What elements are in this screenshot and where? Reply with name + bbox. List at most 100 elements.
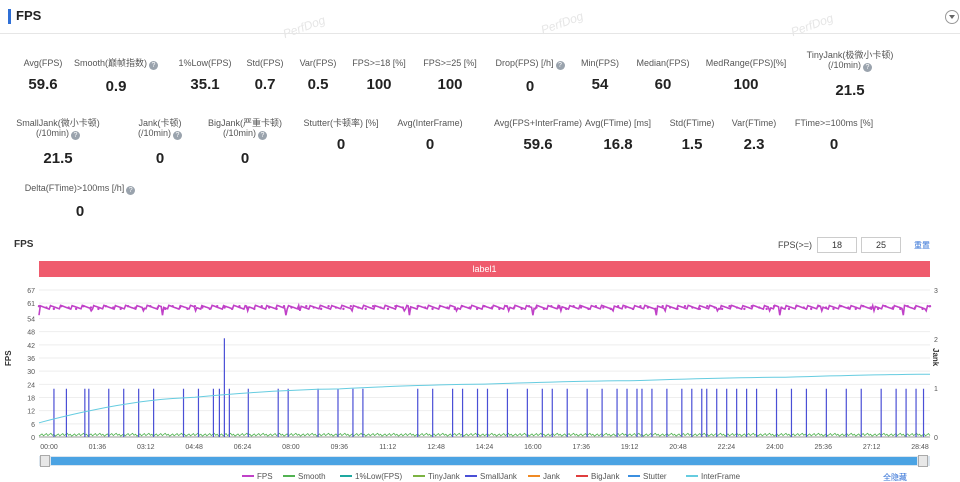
help-icon[interactable]: ? <box>173 131 182 140</box>
series-fps-point <box>253 307 256 311</box>
legend-label: Stutter <box>643 472 667 481</box>
series-fps-point <box>453 307 456 311</box>
series-fps-point <box>631 307 635 311</box>
metric-label-text: Min(FPS) <box>581 58 619 68</box>
legend-item[interactable]: SmallJank <box>465 472 517 481</box>
metric-label-text: TinyJank(极微小卡顿) <box>806 50 894 60</box>
legend-item[interactable]: TinyJank <box>413 472 460 481</box>
x-tick-label: 25:36 <box>814 444 832 451</box>
metric-item: Stutter(卡顿率) [%] 0 <box>271 118 411 153</box>
fps-threshold-input-2[interactable]: 25 <box>861 237 901 253</box>
series-fps-point <box>854 307 857 311</box>
section-accent-bar <box>8 9 11 24</box>
series-fps-point <box>45 306 48 309</box>
series-fps-point <box>134 306 137 309</box>
series-fps-point <box>869 306 872 309</box>
help-icon[interactable]: ? <box>555 61 565 70</box>
legend-item[interactable]: Smooth <box>283 472 326 481</box>
series-fps-point <box>795 305 798 308</box>
series-fps-point <box>416 305 419 308</box>
series-fps-point <box>334 306 338 309</box>
label-bar[interactable]: label1 <box>39 261 930 277</box>
series-fps-point <box>691 306 694 309</box>
x-tick-label: 12:48 <box>427 444 445 451</box>
legend-item[interactable]: 1%Low(FPS) <box>340 472 402 481</box>
series-fps-point <box>431 307 434 311</box>
legend-swatch <box>686 475 698 477</box>
help-icon[interactable]: ? <box>149 61 158 70</box>
series-fps-point <box>461 305 464 308</box>
series-fps-point <box>609 307 612 311</box>
series-fps-point <box>906 305 909 308</box>
legend-item[interactable]: BigJank <box>576 472 619 481</box>
series-fps-point <box>735 306 739 309</box>
series-fps-point <box>201 306 204 309</box>
series-fps-point <box>267 306 271 309</box>
help-icon[interactable]: ? <box>258 131 267 140</box>
fps-threshold-input-1[interactable]: 18 <box>817 237 857 253</box>
series-fps-point <box>899 307 902 311</box>
series-fps-point <box>275 307 278 311</box>
series-fps-point <box>921 307 924 311</box>
legend-item[interactable]: InterFrame <box>686 472 740 481</box>
series-fps-point <box>817 305 820 308</box>
scroll-handle-right[interactable] <box>918 455 928 467</box>
metric-value: 100 <box>733 76 759 93</box>
metric-item: FPS>=18 [%] 100 <box>309 58 449 93</box>
help-icon[interactable]: ? <box>71 131 80 140</box>
help-icon[interactable]: ? <box>863 63 872 72</box>
y-tick-label: 48 <box>27 330 35 337</box>
series-fps-point <box>683 305 687 308</box>
metric-label-text: Avg(FTime) [ms] <box>584 118 651 128</box>
scroll-handle-left[interactable] <box>40 455 50 467</box>
metric-label: Avg(InterFrame) <box>360 118 500 128</box>
series-fps-point <box>505 305 508 308</box>
metric-label-text: BigJank(严重卡顿) <box>207 118 282 128</box>
y-tick-label: 12 <box>27 409 35 416</box>
series-fps-point <box>594 305 598 308</box>
watermark: PerfDog <box>538 8 586 38</box>
x-tick-label: 00:00 <box>40 444 58 451</box>
metric-label: Avg(FPS+InterFrame) <box>468 118 608 128</box>
metric-label-text: Std(FPS) <box>246 58 284 68</box>
metric-value: 0.7 <box>254 76 276 93</box>
legend-swatch <box>340 475 352 477</box>
legend-item[interactable]: Stutter <box>628 472 667 481</box>
series-fps-point <box>728 305 731 308</box>
reset-link[interactable]: 重置 <box>914 241 930 250</box>
series-fps-point <box>891 306 895 309</box>
x-tick-label: 22:24 <box>718 444 736 451</box>
metric-value: 35.1 <box>190 76 220 93</box>
legend-item[interactable]: FPS <box>242 472 273 481</box>
metric-item: Std(FTime) 1.5 <box>622 118 762 153</box>
series-fps-point <box>37 305 41 308</box>
metric-label-text: FPS>=25 [%] <box>423 58 477 68</box>
legend-item[interactable]: Jank <box>528 472 560 481</box>
series-fps-point <box>639 305 642 308</box>
legend-swatch <box>465 475 477 477</box>
metric-value: 21.5 <box>43 150 73 167</box>
metric-label: Std(FPS) <box>195 58 335 68</box>
series-fps-point <box>164 307 167 311</box>
metric-value: 0 <box>525 78 535 95</box>
help-icon[interactable]: ? <box>126 186 136 195</box>
series-fps-point <box>564 307 568 311</box>
series-fps-point <box>409 307 412 311</box>
series-fps-point <box>913 306 917 309</box>
metric-value: 100 <box>366 76 392 93</box>
metric-item: FPS>=25 [%] 100 <box>380 58 520 93</box>
metric-value: 0 <box>75 203 85 220</box>
time-range-selection[interactable] <box>51 457 917 465</box>
collapse-chevron-icon[interactable] <box>945 10 959 24</box>
series-fps-point <box>810 307 813 311</box>
y-tick-label: 42 <box>27 343 35 350</box>
series-fps-point <box>928 305 932 308</box>
series-fps-point <box>602 306 605 309</box>
series-fps-point <box>52 307 56 311</box>
metric-item: Drop(FPS) [/h]? 0 <box>460 58 600 95</box>
metric-value: 1.5 <box>681 136 703 153</box>
series-fps-point <box>713 306 716 309</box>
metric-label: Avg(FTime) [ms] <box>548 118 688 128</box>
x-tick-label: 19:12 <box>621 444 639 451</box>
hide-all-link[interactable]: 全隐藏 <box>883 473 907 482</box>
